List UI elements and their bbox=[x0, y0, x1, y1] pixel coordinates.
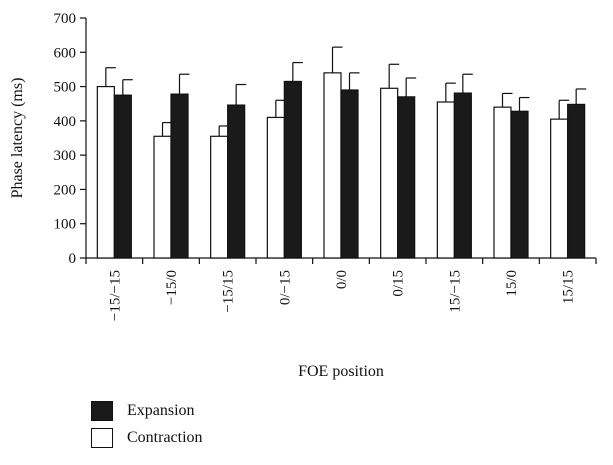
bar-contraction bbox=[436, 101, 455, 259]
y-tick-label: 500 bbox=[54, 80, 77, 96]
y-tick-label: 100 bbox=[54, 217, 77, 233]
x-axis-title: FOE position bbox=[298, 363, 384, 380]
x-tick-label: 0/0 bbox=[334, 270, 350, 289]
bar-contraction bbox=[153, 135, 172, 259]
x-tick-label: 0/−15 bbox=[277, 270, 293, 305]
legend-item-expansion: Expansion bbox=[91, 400, 203, 422]
y-tick-label: 300 bbox=[54, 148, 77, 164]
x-tick-label: 15/0 bbox=[504, 270, 520, 297]
bar-expansion bbox=[453, 92, 472, 259]
legend-label-expansion: Expansion bbox=[127, 402, 195, 419]
x-tick-label: 15/−15 bbox=[447, 270, 463, 313]
bar-expansion bbox=[510, 110, 529, 259]
bar-expansion bbox=[113, 94, 132, 259]
bar-contraction bbox=[550, 118, 569, 259]
y-axis: 0 100 200 300 400 500 600 700 bbox=[54, 11, 87, 267]
bar-contraction bbox=[380, 87, 399, 259]
x-axis: −15/−15 −15/0 −15/15 0/−15 0/0 0/15 15/−15 15/0… bbox=[85, 257, 597, 321]
bar-expansion bbox=[283, 80, 302, 259]
bar-contraction bbox=[210, 135, 229, 259]
bar-contraction bbox=[266, 116, 285, 259]
y-tick-label: 0 bbox=[69, 251, 77, 267]
x-tick-label: 15/15 bbox=[561, 270, 577, 304]
bar-contraction bbox=[493, 106, 512, 259]
y-tick-label: 200 bbox=[54, 182, 77, 198]
bar-expansion bbox=[567, 103, 586, 259]
y-tick-label: 400 bbox=[54, 114, 77, 130]
y-tick-label: 700 bbox=[54, 11, 77, 27]
bars bbox=[96, 46, 587, 259]
bar-contraction bbox=[96, 85, 115, 259]
legend-label-contraction: Contraction bbox=[127, 429, 203, 446]
y-axis-title: Phase latency (ms) bbox=[9, 78, 26, 199]
x-tick-label: −15/15 bbox=[221, 270, 237, 313]
legend: Expansion Contraction bbox=[91, 400, 203, 454]
bar-expansion bbox=[397, 96, 416, 259]
x-tick-label: 0/15 bbox=[391, 270, 407, 297]
legend-swatch-contraction bbox=[91, 428, 113, 448]
legend-swatch-expansion bbox=[91, 401, 113, 421]
y-tick-label: 600 bbox=[54, 45, 77, 61]
bar-expansion bbox=[170, 93, 189, 259]
legend-item-contraction: Contraction bbox=[91, 427, 203, 449]
bar-expansion bbox=[340, 89, 359, 259]
x-tick-label: −15/−15 bbox=[107, 270, 123, 321]
bar-contraction bbox=[323, 72, 342, 259]
x-tick-label: −15/0 bbox=[164, 270, 180, 305]
bar-expansion bbox=[227, 104, 246, 259]
